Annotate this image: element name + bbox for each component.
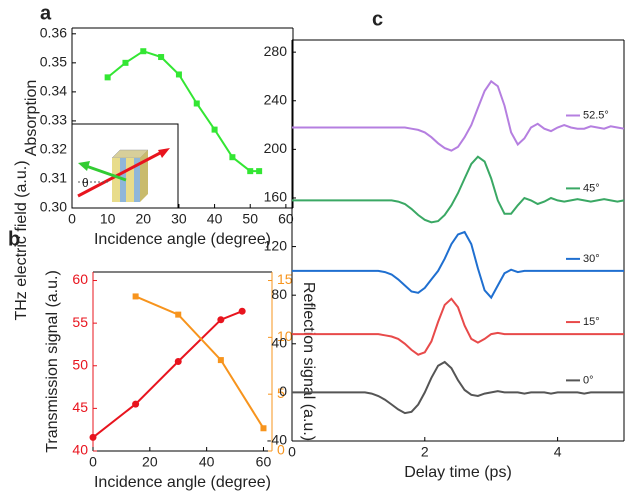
marker [89, 433, 97, 441]
x-tick-label: 40 [207, 211, 223, 227]
legend-label: 45° [583, 182, 600, 194]
x-tick-label: 0 [89, 454, 97, 470]
legend-label: 52.5° [583, 109, 609, 121]
marker [217, 316, 225, 324]
x-axis-title: Incidence angle (degree) [94, 474, 271, 491]
panel-label: c [372, 8, 383, 30]
y-tick-label: -40 [267, 432, 287, 448]
y2-tick-label: 15 [277, 271, 293, 287]
cube-layer [126, 158, 134, 202]
y-tick-label: 55 [72, 314, 88, 330]
x-tick-label: 60 [278, 211, 294, 227]
marker [217, 357, 224, 364]
y-tick-label: 0.36 [40, 25, 67, 41]
marker [158, 54, 165, 61]
marker [193, 100, 200, 107]
y-tick-label: 50 [72, 356, 88, 372]
marker [247, 168, 254, 175]
x-tick-label: 30 [171, 211, 187, 227]
x-axis-title: Incidence angle (degree) [94, 231, 271, 248]
panel-label: a [40, 2, 52, 24]
x-tick-label: 2 [421, 444, 429, 460]
y-tick-label: 160 [264, 189, 288, 205]
inset-label: θ [82, 176, 89, 190]
series-line [292, 155, 625, 224]
marker [132, 400, 140, 408]
y-axis-title: Transmission signal (a.u.) [44, 270, 61, 453]
x-tick-label: 60 [256, 454, 272, 470]
x-axis-title: Delay time (ps) [404, 464, 512, 481]
y-tick-label: 200 [264, 140, 288, 156]
panel: 0 10 20 30 40 50 60 0.30 0.31 0.32 0.33 0.34 0.35 0.3… [23, 2, 294, 248]
x-tick-label: 0 [288, 444, 296, 460]
legend-label: 0° [583, 374, 594, 386]
marker [175, 311, 182, 318]
y-tick-label: 0.31 [40, 170, 67, 186]
x-tick-label: 4 [554, 444, 562, 460]
y-tick-label: 0.34 [40, 83, 67, 99]
marker [260, 425, 267, 432]
x-tick-label: 20 [136, 211, 152, 227]
y-tick-label: 0.30 [40, 199, 67, 215]
series-line [292, 79, 625, 152]
y-tick-label: 120 [264, 237, 288, 253]
x-tick-label: 50 [242, 211, 258, 227]
marker [122, 59, 129, 66]
series-line [292, 360, 624, 415]
x-tick-label: 0 [68, 211, 76, 227]
marker [211, 126, 218, 133]
series-line [106, 50, 260, 173]
y-tick-label: 0.33 [40, 112, 67, 128]
marker [104, 74, 111, 81]
y-axis-title: Absorption [23, 80, 40, 157]
y-tick-label: 240 [264, 91, 288, 107]
x-tick-label: 10 [100, 211, 116, 227]
y-tick-label: 280 [264, 43, 288, 59]
x-tick-label: 20 [142, 454, 158, 470]
legend-label: 15° [583, 316, 600, 328]
y2-tick-label: 10 [277, 328, 293, 344]
y2-tick-label: 0 [277, 442, 285, 458]
y-tick-label: 45 [72, 399, 88, 415]
y2-tick-label: 5 [277, 385, 285, 401]
y-tick-label: 40 [72, 442, 88, 458]
y-tick-label: 0 [279, 383, 287, 399]
marker [229, 154, 236, 161]
green-arrowhead [78, 161, 90, 171]
cube-layer [134, 158, 140, 202]
marker [238, 307, 246, 315]
y-tick-label: 80 [271, 286, 287, 302]
y-axis-title: THz electric field (a.u.) [13, 160, 30, 320]
y-tick-label: 0.35 [40, 54, 67, 70]
x-tick-label: 40 [199, 454, 215, 470]
series-line [135, 295, 265, 429]
series-line [292, 230, 624, 300]
series-line [92, 310, 243, 439]
marker [132, 293, 139, 300]
series-line [292, 297, 624, 356]
red-arrow [77, 150, 163, 198]
y-tick-label: 0.32 [40, 141, 67, 157]
cube-side [140, 150, 148, 202]
marker [140, 48, 147, 55]
marker [174, 358, 182, 365]
marker [256, 168, 263, 175]
inset: θ [71, 123, 179, 209]
panel-label: b [8, 228, 20, 250]
y-tick-label: 60 [72, 271, 88, 287]
red-arrowhead [158, 148, 170, 158]
y-tick-label: 40 [271, 334, 287, 350]
legend-label: 30° [583, 253, 600, 265]
cube-layer [112, 158, 120, 202]
y2-axis-title: Reflection signal (a.u.) [300, 282, 317, 441]
plots: 0 10 20 30 40 50 600.300.310.320.330.340.350.3… [8, 2, 625, 491]
marker [175, 71, 182, 78]
green-arrow [85, 164, 127, 182]
